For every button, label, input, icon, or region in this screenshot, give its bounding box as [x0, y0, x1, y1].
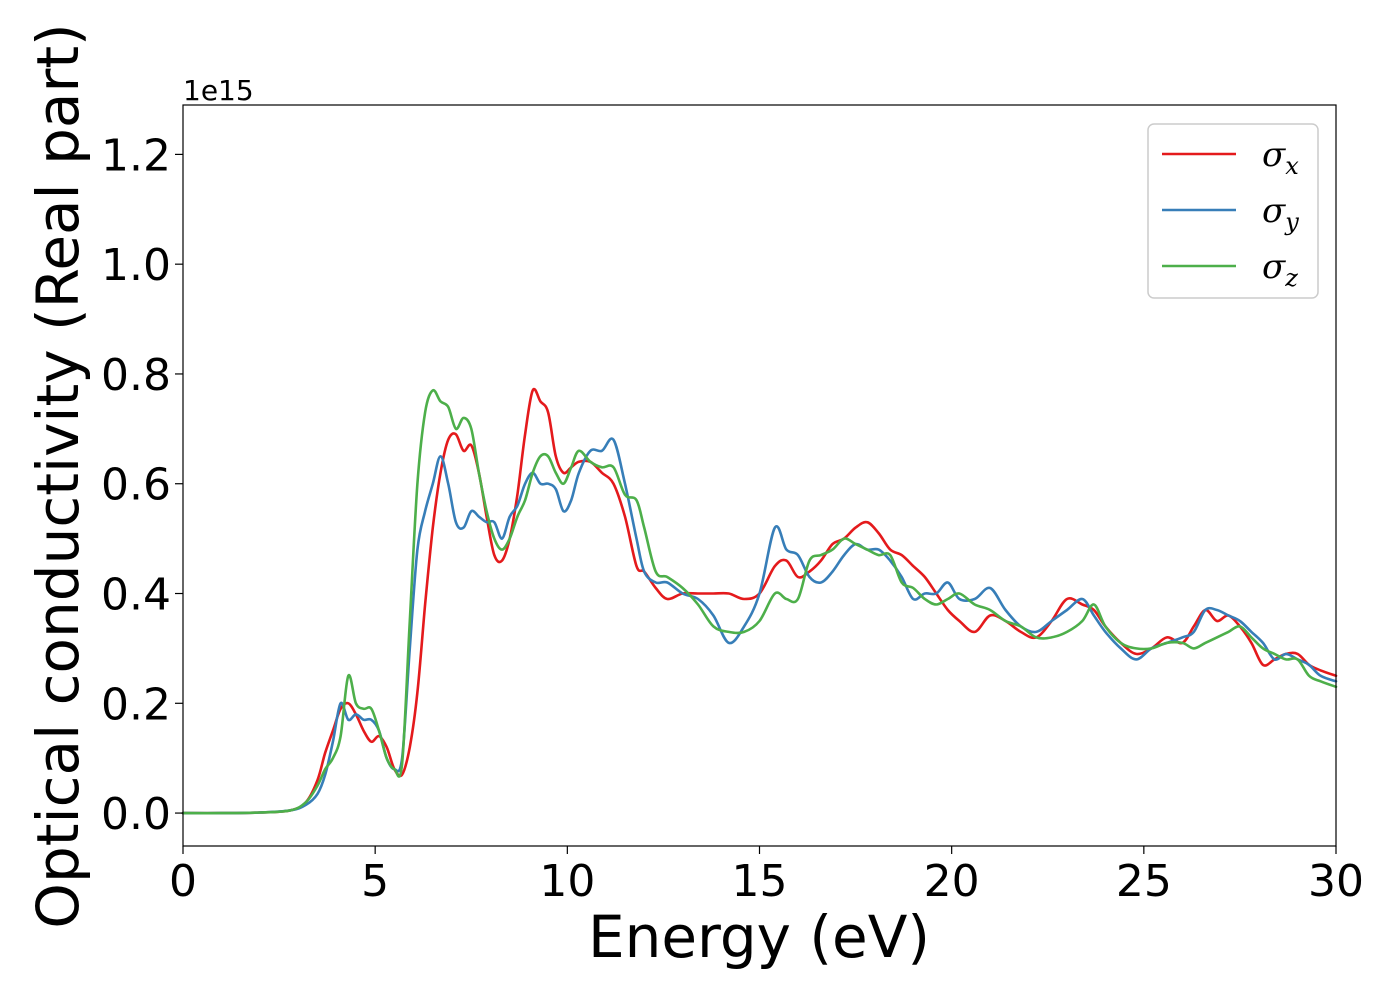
x-tick-label: 0: [169, 856, 197, 907]
y-tick-label: 1.0: [101, 240, 171, 291]
y-tick-label: 1.2: [101, 130, 171, 181]
y-tick-label: 0.4: [101, 570, 171, 621]
x-tick-label: 20: [924, 856, 980, 907]
legend-label-z: σz: [1262, 247, 1298, 292]
legend: σx σy σz: [1147, 123, 1319, 299]
y-tick-label: 0.0: [101, 789, 171, 840]
x-tick-label: 30: [1308, 856, 1364, 907]
y-tick-label: 0.6: [101, 460, 171, 511]
x-axis-label: Energy (eV): [588, 903, 930, 971]
y-axis-ticks: 0.0 0.2 0.4 0.6 0.8 1.0 1.2: [101, 130, 183, 840]
legend-label-y: σy: [1262, 191, 1299, 236]
series-line-z: [181, 388, 1338, 815]
y-tick-label: 0.2: [101, 679, 171, 730]
x-tick-label: 25: [1116, 856, 1172, 907]
x-tick-label: 5: [361, 856, 389, 907]
y-axis-label: Optical conductivity (Real part): [24, 23, 92, 928]
x-tick-label: 15: [732, 856, 788, 907]
series-lines: [181, 387, 1338, 815]
legend-label-x: σx: [1262, 135, 1299, 180]
x-axis-ticks: 0 5 10 15 20 25 30: [169, 846, 1364, 907]
series-line-x: [181, 387, 1338, 815]
y-tick-label: 0.8: [101, 350, 171, 401]
y-offset-label: 1e15: [183, 74, 254, 107]
x-tick-label: 10: [539, 856, 595, 907]
